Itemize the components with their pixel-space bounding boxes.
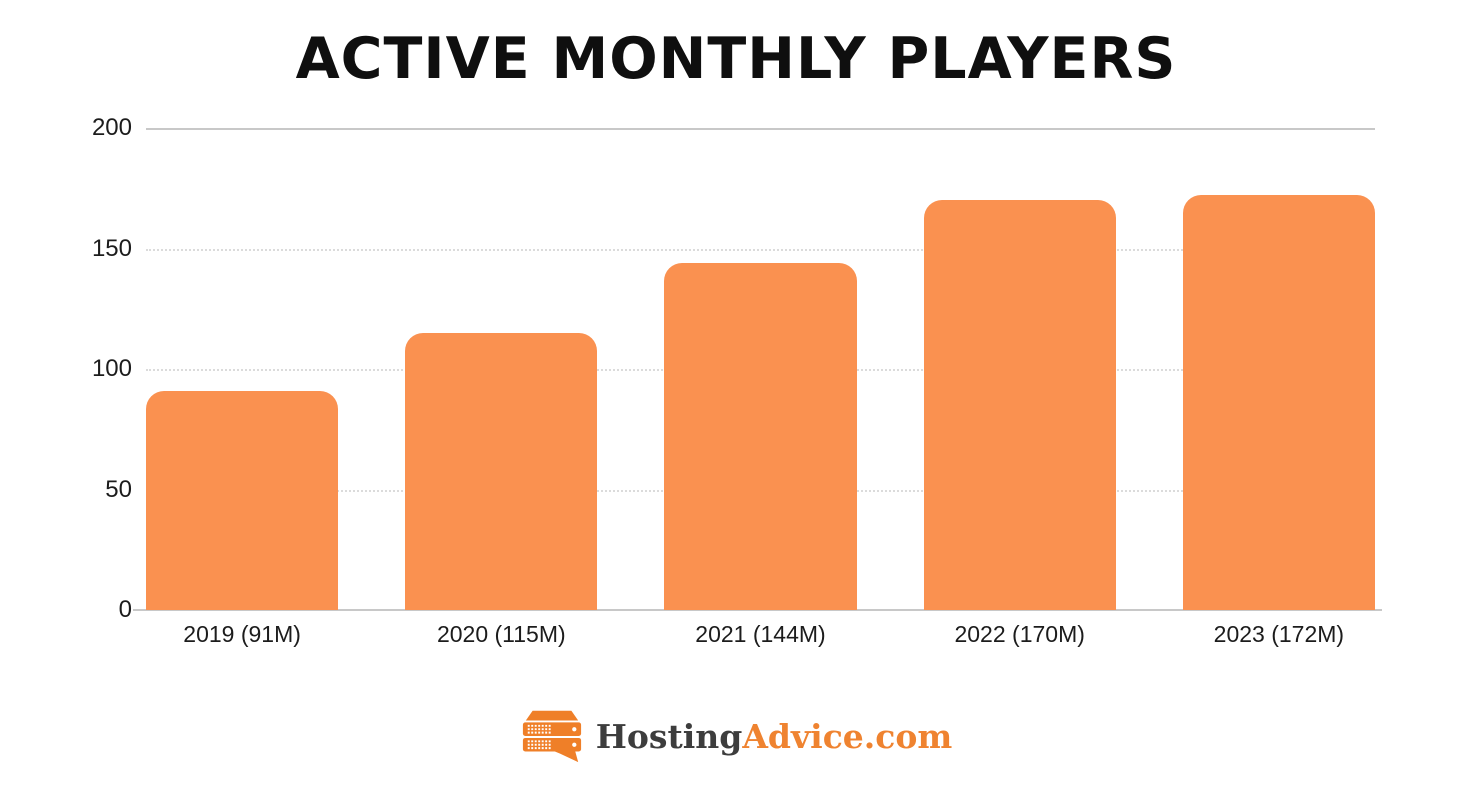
y-tick-label-0: 0 (118, 596, 132, 623)
y-axis: 0 50 100 150 200 (10, 114, 132, 623)
bar-2021 (664, 262, 857, 610)
x-tick-label-2023: 2023 (172M) (1213, 621, 1345, 647)
gridline-0 (133, 609, 1382, 611)
gridline-150 (146, 248, 1375, 251)
logo-text-advice: Advice.com (742, 716, 953, 756)
logo-text-hosting: Hosting (595, 716, 743, 756)
y-tick-label-100: 100 (91, 355, 132, 382)
bar-2022 (923, 200, 1116, 610)
logo-text: HostingAdvice.com (596, 717, 953, 756)
y-tick-label-150: 150 (91, 234, 132, 262)
x-tick-label-2022: 2022 (170M) (954, 621, 1085, 647)
bar-2023 (1182, 195, 1375, 610)
plot-area (133, 128, 1382, 611)
y-tick-label-200: 200 (91, 114, 132, 141)
x-tick-label-2019: 2019 (91M) (183, 621, 301, 647)
gridline-200 (146, 128, 1375, 130)
server-stack-speech-bubble-icon (522, 710, 581, 763)
x-axis: 2019 (91M) 2020 (115M) 2021 (144M) 2022 (17… (146, 621, 1375, 655)
hostingadvice-logo-icon (520, 708, 584, 764)
chart-title: ACTIVE MONTHLY PLAYERS (295, 26, 1177, 92)
footer-logo: HostingAdvice.com (0, 708, 1472, 764)
bar-2020 (405, 332, 598, 610)
x-tick-label-2020: 2020 (115M) (436, 621, 566, 647)
y-tick-label-50: 50 (105, 475, 132, 503)
x-tick-label-2021: 2021 (144M) (695, 621, 826, 647)
bar-2019 (146, 390, 339, 610)
